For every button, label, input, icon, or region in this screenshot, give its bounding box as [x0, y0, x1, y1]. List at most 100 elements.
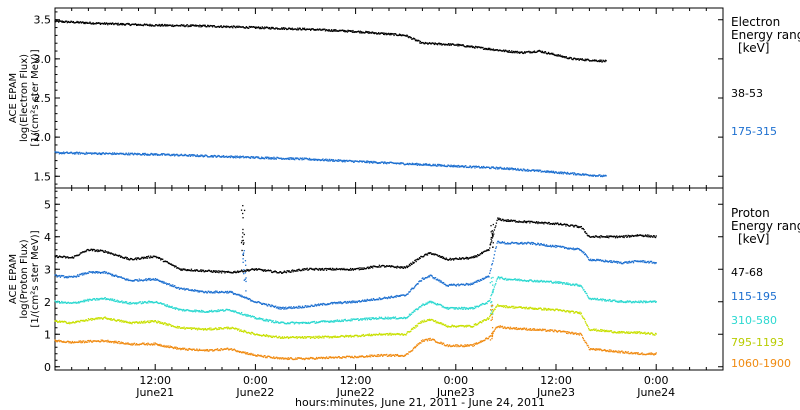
- data-point: [269, 319, 272, 321]
- data-point: [575, 59, 577, 61]
- data-point: [229, 156, 232, 159]
- data-point: [281, 28, 284, 30]
- data-point: [172, 154, 174, 156]
- data-point: [163, 281, 165, 283]
- data-point: [486, 275, 488, 278]
- data-point: [578, 284, 580, 286]
- data-point: [386, 318, 389, 320]
- data-point: [595, 235, 597, 237]
- data-point: [551, 281, 553, 284]
- data-point: [236, 312, 239, 314]
- data-point: [432, 277, 434, 279]
- data-point: [254, 157, 256, 159]
- data-point: [127, 258, 129, 261]
- data-point: [146, 301, 148, 303]
- data-point: [426, 42, 428, 44]
- data-point: [463, 166, 465, 169]
- data-point: [232, 272, 234, 274]
- data-point: [475, 305, 478, 308]
- data-point: [83, 22, 85, 25]
- data-point: [174, 326, 176, 328]
- data-point: [655, 235, 657, 237]
- data-point: [104, 316, 106, 318]
- data-point: [133, 322, 136, 324]
- data-point: [176, 326, 178, 329]
- data-point: [576, 284, 578, 286]
- data-point: [102, 272, 104, 274]
- data-point: [174, 307, 176, 309]
- data-point: [380, 298, 382, 301]
- data-point: [173, 285, 175, 287]
- data-point: [204, 311, 206, 313]
- data-point: [144, 301, 146, 303]
- data-point: [305, 268, 307, 271]
- data-point: [73, 321, 75, 324]
- data-point: [255, 317, 257, 319]
- data-point: [145, 257, 147, 259]
- data-point: [218, 310, 221, 312]
- data-point: [593, 236, 595, 238]
- data-point: [109, 252, 111, 254]
- data-point: [224, 25, 227, 28]
- data-point: [340, 302, 342, 304]
- proton-legend-entry-115-195: 115-195: [731, 290, 777, 303]
- data-point: [204, 291, 206, 293]
- data-point: [543, 221, 546, 224]
- data-point: [238, 294, 241, 296]
- data-point: [305, 305, 307, 307]
- data-point: [551, 223, 554, 225]
- data-point: [168, 262, 170, 265]
- data-point: [383, 162, 385, 164]
- data-point: [319, 320, 322, 323]
- data-point: [84, 250, 86, 252]
- data-point: [397, 266, 399, 268]
- data-point: [292, 307, 294, 309]
- data-point: [95, 271, 98, 274]
- data-point: [588, 59, 590, 61]
- data-point: [409, 314, 411, 317]
- data-point: [344, 269, 346, 271]
- data-point: [81, 319, 83, 322]
- data-point: [624, 301, 627, 304]
- data-point: [616, 235, 618, 237]
- data-point: [599, 259, 601, 261]
- data-point: [194, 311, 197, 313]
- data-point: [91, 317, 94, 320]
- data-point: [592, 258, 594, 261]
- data-point: [408, 291, 411, 293]
- data-point: [148, 255, 150, 257]
- data-point: [206, 311, 209, 313]
- data-point: [594, 60, 596, 62]
- data-point: [218, 270, 221, 272]
- data-point: [194, 290, 197, 292]
- data-point: [134, 279, 136, 281]
- data-point: [309, 321, 312, 324]
- data-point: [571, 284, 573, 286]
- data-point: [622, 263, 624, 265]
- data-point: [539, 244, 541, 246]
- data-point: [291, 269, 293, 272]
- data-point: [582, 174, 585, 176]
- data-point: [555, 246, 557, 249]
- data-point: [216, 310, 219, 313]
- data-point: [301, 269, 303, 272]
- data-point: [275, 307, 278, 309]
- data-point: [520, 242, 522, 244]
- data-point: [592, 174, 594, 176]
- data-point: [230, 290, 232, 293]
- data-point: [169, 324, 171, 326]
- data-point: [523, 220, 526, 222]
- data-point: [79, 300, 82, 303]
- data-point: [540, 222, 542, 224]
- data-point: [131, 323, 133, 325]
- data-point: [165, 25, 168, 27]
- data-point: [92, 271, 94, 273]
- data-point: [497, 277, 499, 279]
- data-point: [343, 29, 346, 32]
- data-point: [133, 258, 136, 260]
- data-point: [271, 321, 273, 323]
- data-point: [431, 275, 433, 277]
- data-point: [344, 30, 347, 32]
- data-point: [102, 250, 104, 252]
- data-point: [234, 156, 236, 159]
